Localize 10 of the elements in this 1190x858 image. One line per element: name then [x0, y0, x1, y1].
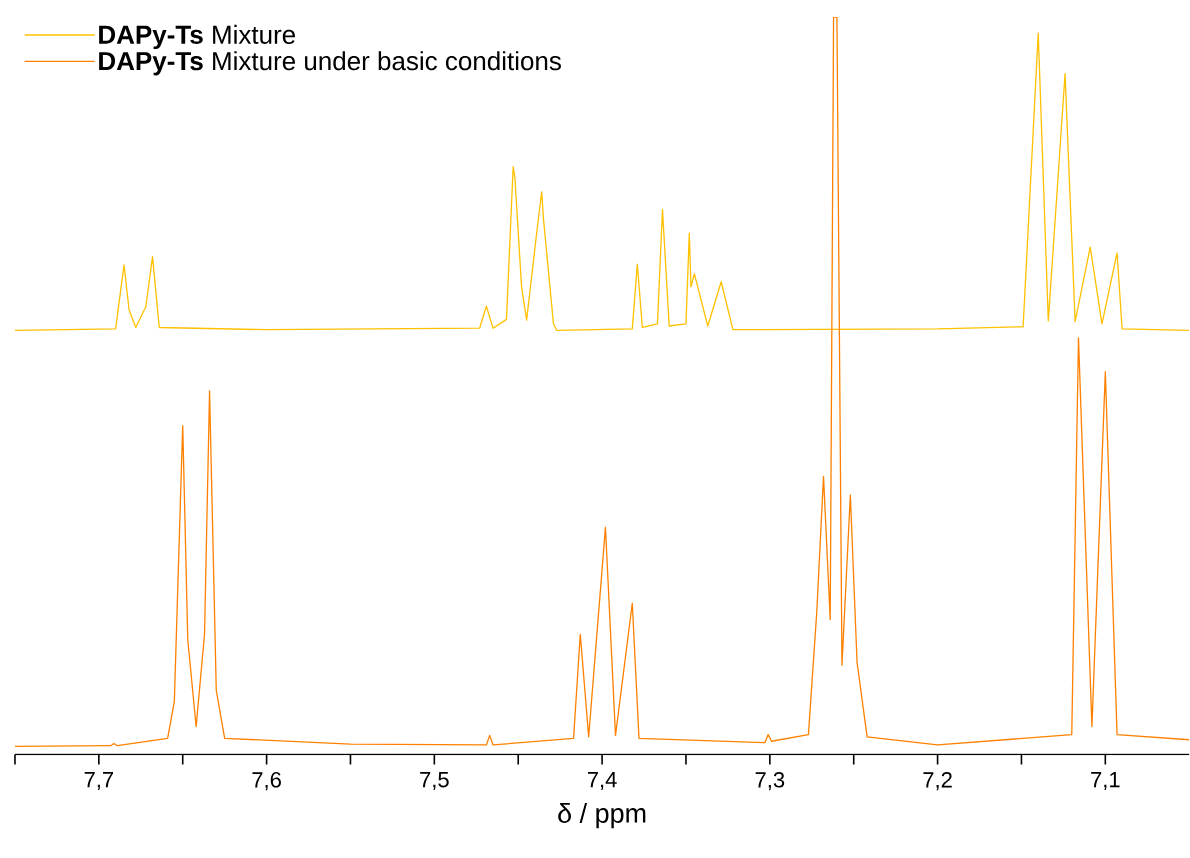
x-tick-label: 7,4 [587, 771, 617, 790]
legend-label: DAPy-Ts Mixture under basic conditions [99, 50, 561, 76]
legend-label: DAPy-Ts Mixture [99, 24, 295, 49]
x-tick-label: 7,1 [1091, 771, 1120, 790]
x-axis-title: δ / ppm [558, 802, 646, 828]
x-tick-label: 7,7 [84, 771, 114, 790]
x-tick-label: 7,5 [420, 771, 449, 790]
x-tick-label: 7,6 [252, 771, 281, 790]
x-tick-label: 7,3 [755, 771, 785, 790]
x-tick-label: 7,2 [923, 771, 952, 790]
